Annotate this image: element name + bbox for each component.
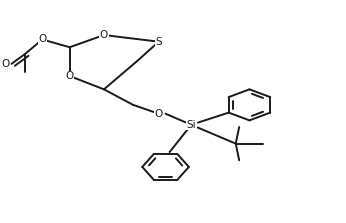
Text: Si: Si	[186, 120, 196, 130]
Text: O: O	[1, 59, 9, 69]
Text: O: O	[100, 30, 108, 40]
Text: S: S	[155, 37, 162, 47]
Text: O: O	[66, 71, 74, 81]
Text: O: O	[38, 35, 46, 44]
Text: O: O	[155, 109, 163, 119]
